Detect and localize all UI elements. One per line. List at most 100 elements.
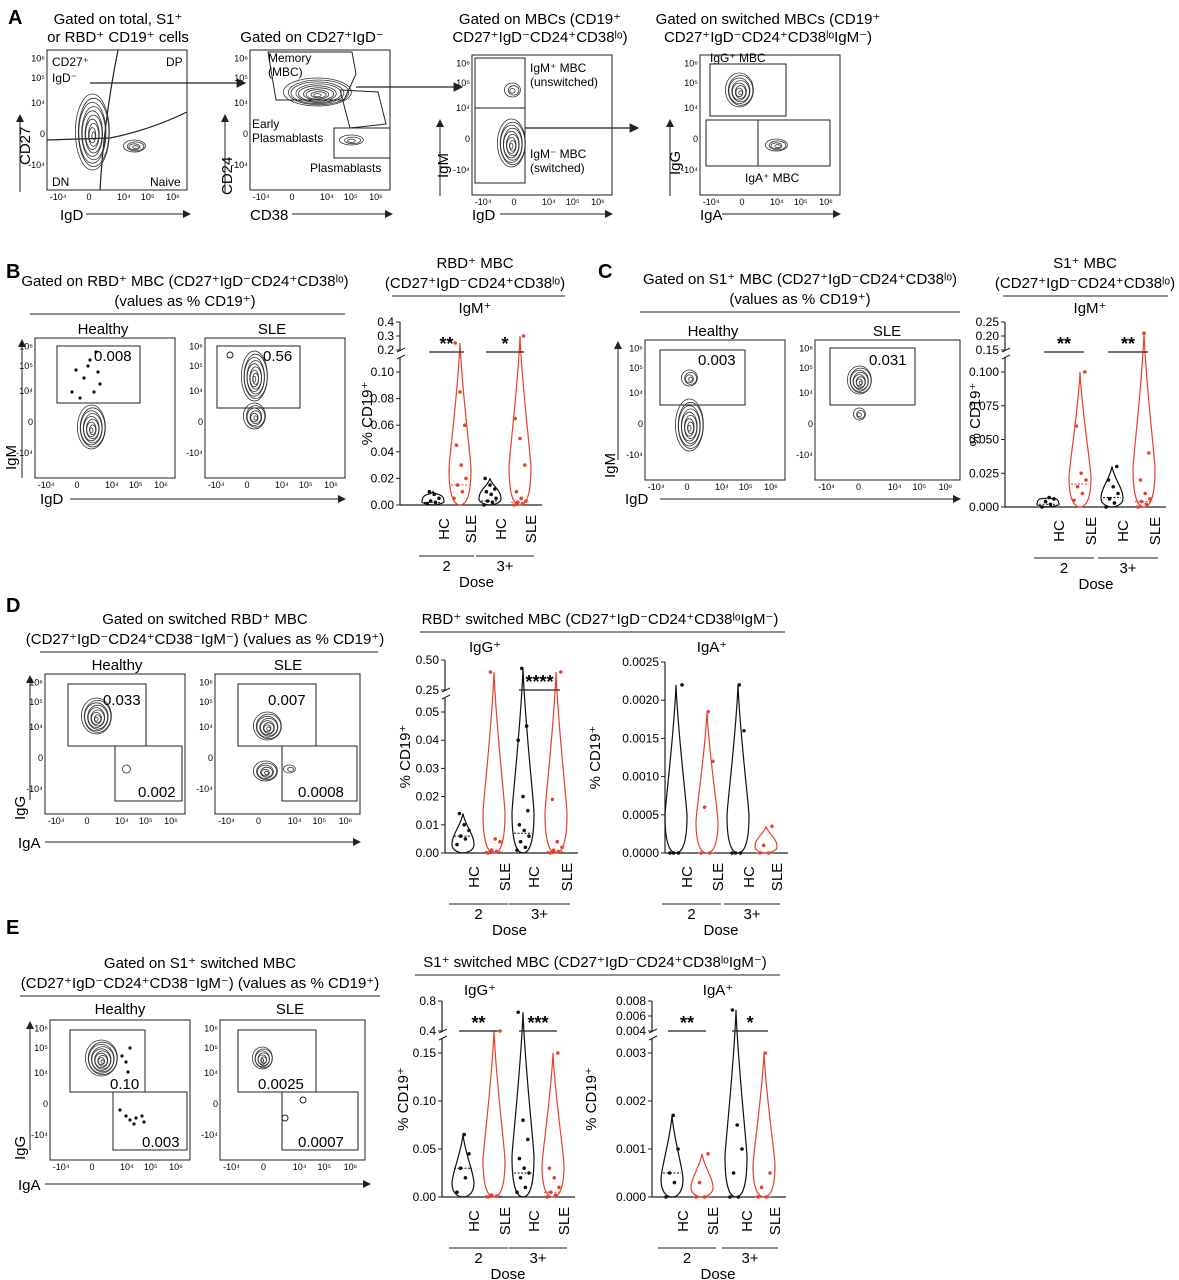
- data-point: [671, 1113, 675, 1118]
- y-tick-label: 0.4: [419, 1024, 436, 1038]
- data-point: [517, 1156, 522, 1161]
- data-point: [552, 1176, 556, 1180]
- data-point: [489, 1193, 494, 1197]
- panel-e-label: E: [6, 917, 19, 939]
- flow-y-tick: 0: [38, 753, 43, 763]
- flow-x-tick: -10⁴: [648, 482, 665, 492]
- flow-x-tick: -10⁴: [48, 816, 65, 826]
- violin-shape: [478, 478, 502, 506]
- flow-x-tick: 0: [84, 816, 89, 826]
- y-tick-label: 0.000: [969, 500, 999, 514]
- contour-line: [295, 83, 342, 103]
- data-point: [493, 487, 497, 491]
- group-label: HC: [466, 866, 483, 888]
- event-dot: [124, 1114, 128, 1118]
- y-tick-label: 0.03: [416, 761, 440, 775]
- violin-shape: [451, 1134, 475, 1198]
- axis-break: [396, 347, 406, 353]
- data-point: [519, 496, 523, 501]
- flow-x-tick: 0: [261, 1162, 266, 1172]
- b-violin-subtitle: IgM⁺: [459, 300, 492, 317]
- a2-gate-early: Early: [252, 117, 279, 131]
- flow-y-tick: -10⁴: [201, 1130, 218, 1140]
- axis-break: [396, 354, 406, 360]
- a3-title-line2: CD27⁺IgD⁻CD24⁺CD38ˡᵒ): [452, 29, 627, 46]
- group-label: HC: [1051, 520, 1068, 542]
- b-violin-title-2: (CD27⁺IgD⁻CD24⁺CD38ˡᵒ): [385, 275, 565, 292]
- contour-line: [252, 760, 278, 782]
- data-point: [494, 1194, 499, 1198]
- dose-axis-label: Dose: [1078, 576, 1113, 593]
- y-tick-label: 0.025: [969, 466, 999, 480]
- flow-plot-e-sle: 0.0025 0.0007: [219, 1019, 366, 1161]
- data-point: [462, 1132, 467, 1137]
- contour-line: [856, 409, 865, 419]
- b-healthy-value: 0.008: [94, 348, 132, 365]
- flow-y-tick: 0: [43, 1099, 48, 1109]
- violin-shape: [690, 1153, 714, 1198]
- contour-line: [263, 724, 272, 733]
- e-healthy-label: Healthy: [95, 1001, 146, 1018]
- b-xlabel: IgD: [40, 491, 64, 508]
- data-point: [557, 1185, 561, 1190]
- data-point: [728, 1195, 732, 1199]
- data-point: [1139, 499, 1144, 504]
- b-violin-title-1: RBD⁺ MBC: [436, 255, 513, 272]
- contour-line: [853, 407, 866, 421]
- contour-line: [122, 764, 131, 774]
- group-label: SLE: [463, 515, 480, 543]
- contour-line: [732, 82, 747, 101]
- data-point: [1116, 491, 1120, 496]
- event-dot: [88, 358, 92, 362]
- contour-line: [727, 75, 754, 106]
- flow-x-tick: 10⁴: [320, 192, 334, 202]
- contour-line: [305, 89, 330, 100]
- data-point: [1048, 502, 1053, 507]
- contour-line: [735, 87, 744, 98]
- data-point: [559, 670, 563, 674]
- flow-x-tick: 10⁴: [275, 480, 289, 490]
- flow-plot-e-healthy: 0.10 0.003: [49, 1019, 191, 1161]
- data-point: [523, 1185, 528, 1190]
- contour-line: [688, 376, 693, 382]
- flow-plot-d-sle: 0.007 0.0008: [214, 673, 361, 815]
- flow-x-tick: 10⁵: [344, 192, 358, 202]
- data-point: [521, 334, 526, 338]
- a3-title-line1: Gated on MBCs (CD19⁺: [459, 11, 621, 28]
- flow-x-tick: -10⁴: [50, 192, 67, 202]
- y-axis-label: % CD19⁺: [583, 1067, 600, 1131]
- panel-d-label: D: [6, 595, 20, 617]
- y-tick-label: 0.002: [616, 1094, 646, 1108]
- data-point: [551, 848, 556, 852]
- violin-shape: [511, 1012, 535, 1198]
- group-label: SLE: [523, 515, 540, 543]
- group-label: HC: [739, 1210, 756, 1232]
- a3-gate-switched: (switched): [530, 161, 585, 175]
- a1-gate-cd27: CD27⁺: [52, 55, 89, 69]
- data-point: [520, 666, 524, 671]
- y-tick-label: 0.001: [616, 1142, 646, 1156]
- flow-x-tick: 0: [89, 1162, 94, 1172]
- data-point: [518, 436, 522, 441]
- contour-line: [256, 764, 274, 779]
- violin-shape: [724, 1009, 748, 1198]
- dose-value: 2: [474, 1250, 482, 1267]
- d-healthy-value-iga: 0.002: [138, 784, 176, 801]
- contour-line: [282, 77, 352, 107]
- data-point: [460, 489, 465, 494]
- y-tick-label: 0.05: [416, 705, 440, 719]
- y-tick-label: 0.01: [416, 818, 440, 832]
- data-point: [547, 1166, 552, 1170]
- data-point: [756, 1195, 760, 1199]
- panel-a-label: A: [8, 7, 22, 29]
- data-point: [770, 824, 774, 829]
- data-point: [458, 1166, 463, 1170]
- flow-x-tick: 10⁴: [888, 482, 902, 492]
- contour-line: [91, 1046, 115, 1073]
- contour-line: [97, 1057, 106, 1066]
- y-tick-label: 0.000: [616, 1190, 646, 1204]
- e-sub-igg: IgG⁺: [464, 982, 496, 999]
- y-tick-label: 0.0005: [622, 808, 659, 822]
- flow-plot-c-sle: 0.031: [814, 339, 961, 481]
- y-tick-label: 0.10: [413, 1094, 437, 1108]
